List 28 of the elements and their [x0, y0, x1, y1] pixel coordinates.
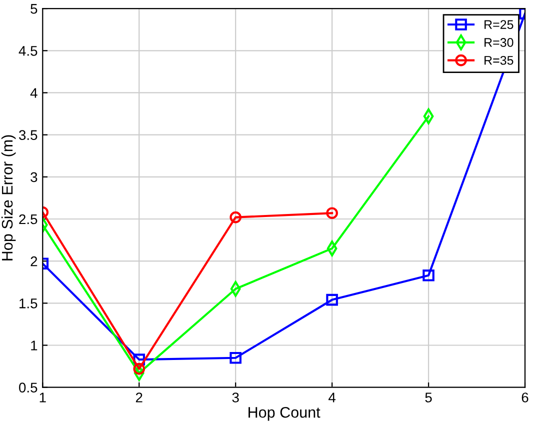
x-tick-label: 4	[328, 392, 336, 402]
x-tick-label: 6	[522, 392, 528, 402]
y-tick-label: 1	[31, 340, 38, 350]
point	[133, 362, 146, 375]
y-tick-label: 4	[30, 88, 38, 98]
x-tick-label: 3	[232, 392, 239, 402]
legend-label: R=30	[484, 38, 514, 47]
legend-label: R=35	[484, 56, 514, 65]
y-tick-label: 3	[30, 172, 38, 182]
x-axis-title: Hop Count	[248, 406, 320, 421]
x-tick-label: 5	[425, 392, 432, 402]
point	[230, 211, 242, 224]
point	[230, 352, 242, 364]
y-tick-label: 5	[30, 4, 38, 14]
y-tick-label: 2.5	[19, 214, 38, 224]
y-axis-title: Hop Size Error (m)	[1, 135, 16, 260]
point	[133, 354, 146, 366]
point	[422, 269, 434, 282]
point	[326, 207, 338, 220]
legend-label: R=25	[484, 20, 514, 29]
x-tick-label: 1	[40, 392, 46, 402]
y-tick-label: 2	[30, 256, 38, 266]
y-tick-label: 3.5	[19, 130, 38, 140]
point	[326, 294, 338, 306]
y-tick-label: 0.5	[19, 382, 38, 393]
x-tick-label: 2	[136, 392, 142, 402]
y-tick-label: 1.5	[20, 298, 38, 308]
y-tick-label: 4.5	[18, 46, 38, 56]
